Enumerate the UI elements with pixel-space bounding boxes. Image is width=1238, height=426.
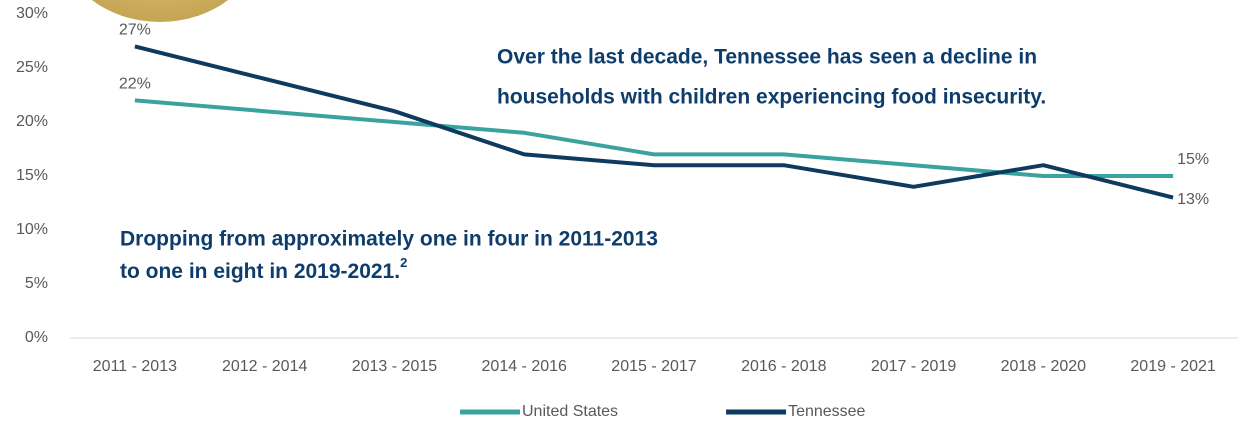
annotation: Over the last decade, Tennessee has seen… (497, 46, 1046, 109)
series-line (134, 44, 1174, 200)
data-label: 22% (119, 76, 151, 93)
data-label: 15% (1177, 151, 1209, 168)
x-tick-label: 2011 - 2013 (93, 358, 177, 375)
y-tick-label: 25% (16, 59, 48, 76)
annotation: Dropping from approximately one in four … (120, 228, 658, 283)
annotation-line: to one in eight in 2019-2021.2 (120, 255, 407, 282)
annotation-line: Over the last decade, Tennessee has seen… (497, 46, 1037, 69)
x-tick-label: 2015 - 2017 (611, 358, 697, 375)
annotation-line: households with children experiencing fo… (497, 86, 1046, 109)
y-tick-label: 10% (16, 221, 48, 238)
x-tick-label: 2013 - 2015 (352, 358, 438, 375)
y-tick-label: 0% (25, 329, 48, 346)
annotation-line: Dropping from approximately one in four … (120, 228, 658, 251)
x-tick-label: 2017 - 2019 (871, 358, 957, 375)
footnote-marker: 2 (400, 255, 407, 270)
decorative-circle (91, 0, 229, 22)
x-tick-label: 2012 - 2014 (222, 358, 308, 375)
x-tick-label: 2018 - 2020 (1001, 358, 1087, 375)
y-tick-label: 30% (16, 5, 48, 22)
y-tick-label: 20% (16, 113, 48, 130)
data-label: 13% (1177, 191, 1209, 208)
x-tick-label: 2016 - 2018 (741, 358, 827, 375)
x-tick-label: 2014 - 2016 (482, 358, 568, 375)
y-tick-label: 5% (25, 275, 48, 292)
y-tick-label: 15% (16, 167, 48, 184)
legend-label: United States (522, 403, 618, 420)
annotation-text: to one in eight in 2019-2021. (120, 260, 400, 283)
x-tick-label: 2019 - 2021 (1130, 358, 1216, 375)
legend-label: Tennessee (788, 403, 865, 420)
data-label: 27% (119, 22, 151, 39)
